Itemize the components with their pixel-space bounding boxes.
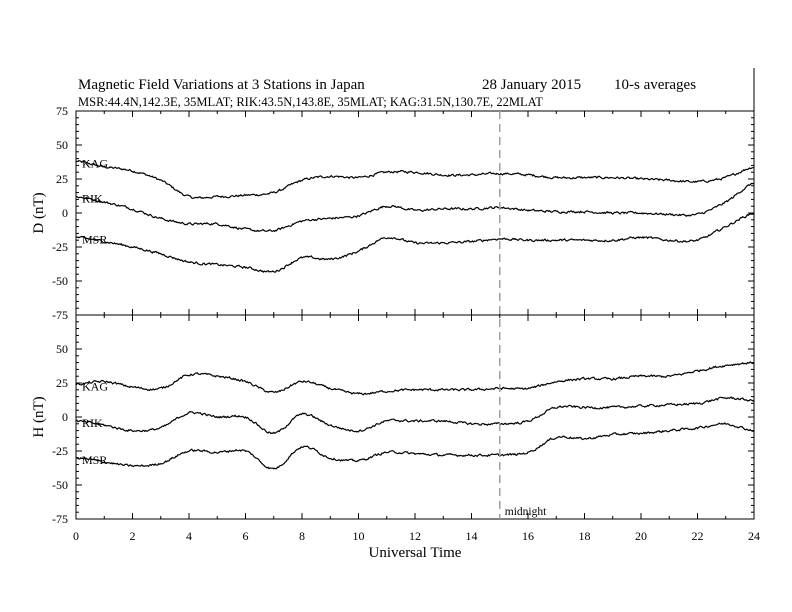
d-ytick-label: 75	[56, 104, 68, 118]
xtick-label: 10	[353, 529, 365, 543]
station-info: MSR:44.4N,142.3E, 35MLAT; RIK:43.5N,143.…	[78, 95, 543, 109]
xtick-label: 6	[243, 529, 249, 543]
d-ytick-label: -75	[52, 308, 68, 322]
xtick-label: 0	[73, 529, 79, 543]
h-series-label-msr: MSR	[82, 453, 107, 467]
h-ytick-label: -25	[52, 444, 68, 458]
h-axis-label: H (nT)	[31, 396, 47, 437]
xtick-label: 16	[522, 529, 534, 543]
d-axis-label: D (nT)	[31, 192, 47, 233]
h-ytick-label: 25	[56, 376, 68, 390]
d-series-label-kag: KAG	[82, 156, 108, 170]
d-ytick-label: -50	[52, 274, 68, 288]
h-ytick-label: -75	[52, 512, 68, 526]
chart-date: 28 January 2015	[482, 77, 581, 93]
d-series-label-rik: RIK	[82, 192, 103, 206]
chart-averaging: 10-s averages	[614, 77, 696, 93]
xtick-label: 24	[748, 529, 760, 543]
xtick-label: 18	[579, 529, 591, 543]
d-ytick-label: 25	[56, 172, 68, 186]
xtick-label: 12	[409, 529, 421, 543]
xtick-label: 2	[130, 529, 136, 543]
xtick-label: 8	[299, 529, 305, 543]
h-series-kag	[75, 361, 755, 396]
x-axis: 0 2 4 6 8 10 12 14 16 18 20 22 24	[73, 111, 760, 543]
xtick-label: 4	[186, 529, 192, 543]
d-series-msr	[76, 212, 755, 273]
d-ytick-label: 50	[56, 138, 68, 152]
h-series-rik	[75, 396, 755, 435]
x-axis-label: Universal Time	[369, 545, 462, 561]
h-series-msr	[75, 422, 755, 470]
h-ytick-label: 0	[62, 410, 68, 424]
h-ytick-label: -50	[52, 478, 68, 492]
midnight-label: midnight	[505, 506, 547, 518]
xtick-label: 20	[635, 529, 647, 543]
h-series-label-kag: KAG	[82, 379, 108, 393]
h-ytick-label: 50	[56, 342, 68, 356]
d-series-rik	[75, 182, 755, 233]
h-series-label-rik: RIK	[82, 416, 103, 430]
chart-title: Magnetic Field Variations at 3 Stations …	[78, 77, 365, 93]
d-ytick-label: -25	[52, 240, 68, 254]
d-series-label-msr: MSR	[82, 232, 107, 246]
d-panel: 75 50 25 0 -25 -50 -75 KAG RIK MSR	[52, 104, 755, 322]
xtick-label: 14	[466, 529, 478, 543]
d-ytick-label: 0	[62, 206, 68, 220]
h-panel: 50 25 0 -25 -50 -75 KAG RIK MSR	[52, 314, 755, 526]
d-series-kag	[75, 159, 755, 200]
xtick-label: 22	[692, 529, 704, 543]
